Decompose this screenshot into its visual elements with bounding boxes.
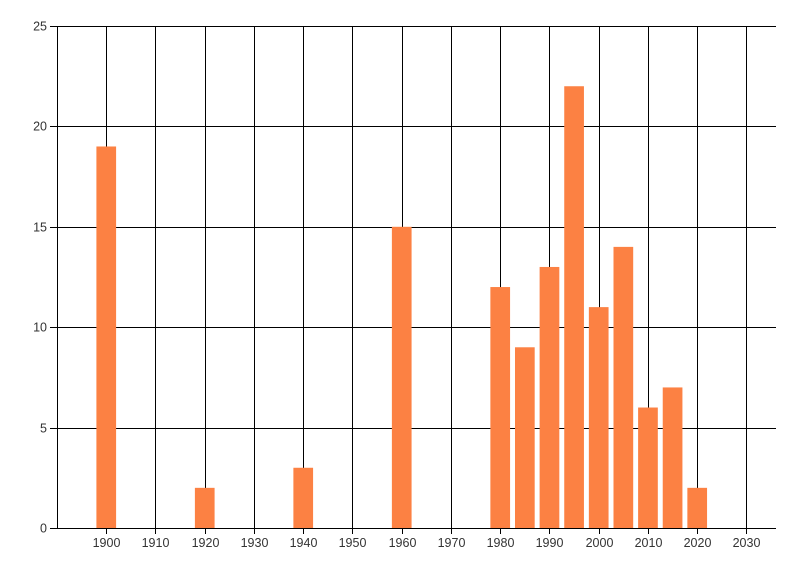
bar <box>687 487 708 528</box>
tick-label-layer: 1900 1910 1920 1930 1940 1950 1960 1970 1980 1990… <box>33 20 760 551</box>
bar <box>514 347 535 528</box>
x-tick-label: 1950 <box>339 536 367 550</box>
bar <box>613 246 634 528</box>
bars-layer <box>96 86 708 529</box>
x-tick-label: 1910 <box>142 536 170 550</box>
x-tick-label: 1960 <box>389 536 417 550</box>
x-tick-label: 2030 <box>733 536 761 550</box>
x-tick-label: 1980 <box>487 536 515 550</box>
axis-layer <box>50 26 776 534</box>
bar <box>662 387 683 528</box>
x-tick-label: 1900 <box>93 536 121 550</box>
bar <box>391 226 412 529</box>
x-tick-label: 1930 <box>241 536 269 550</box>
x-tick-label: 2010 <box>635 536 663 550</box>
grid-layer <box>57 26 776 529</box>
x-tick-label: 1920 <box>192 536 220 550</box>
y-tick-label: 25 <box>33 20 47 34</box>
bar <box>96 146 117 529</box>
bar <box>564 86 584 529</box>
y-tick-label: 15 <box>33 221 47 235</box>
bar <box>638 407 658 528</box>
bar <box>293 467 314 528</box>
y-tick-label: 0 <box>40 522 47 536</box>
bar <box>539 266 560 528</box>
y-tick-label: 5 <box>40 422 47 436</box>
bar <box>490 287 511 528</box>
bar <box>588 307 609 528</box>
x-tick-label: 1990 <box>536 536 564 550</box>
x-tick-label: 1940 <box>290 536 318 550</box>
y-tick-label: 20 <box>33 120 47 134</box>
y-tick-label: 10 <box>33 321 47 335</box>
bar <box>194 487 215 528</box>
x-tick-label: 2000 <box>586 536 614 550</box>
x-tick-label: 2020 <box>684 536 712 550</box>
x-tick-label: 1970 <box>438 536 466 550</box>
